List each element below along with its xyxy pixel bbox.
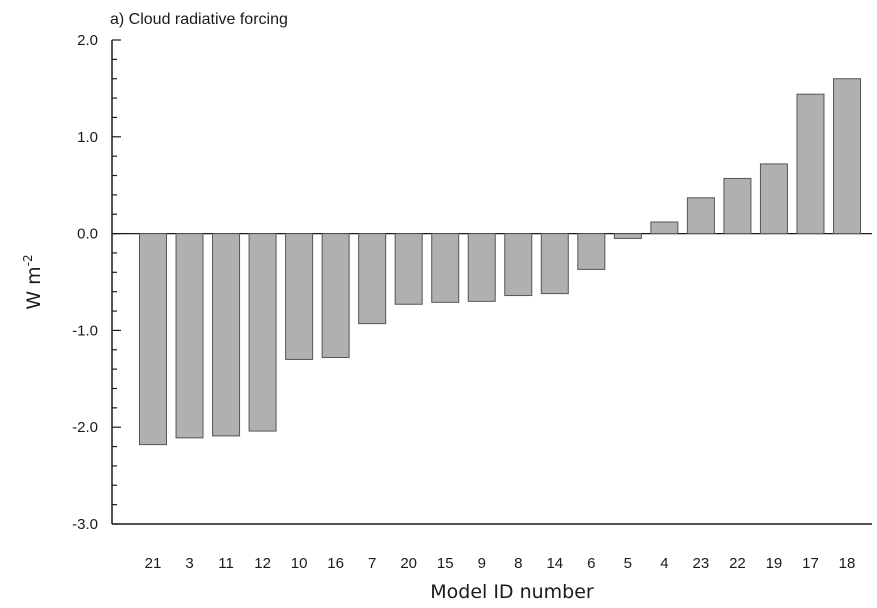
x-tick-label: 14: [546, 555, 563, 572]
bars: [139, 78, 861, 446]
x-tick-label: 10: [291, 555, 308, 572]
bar-model-6: [577, 233, 606, 270]
x-tick-label: 8: [514, 555, 522, 572]
bar-model-14: [540, 233, 569, 295]
bar-model-17: [796, 93, 825, 235]
bar-model-22: [723, 177, 752, 235]
y-tick-label: 1.0: [77, 129, 98, 146]
y-tick-label: -2.0: [72, 419, 98, 436]
x-tick-label: 4: [660, 555, 668, 572]
bar-model-11: [212, 233, 241, 437]
chart-title: a) Cloud radiative forcing: [110, 11, 288, 28]
bar-model-21: [139, 233, 167, 446]
x-tick-label: 17: [802, 555, 819, 572]
y-tick-label: -1.0: [72, 322, 98, 339]
bar-model-18: [833, 78, 861, 235]
bar-model-16: [321, 233, 350, 359]
y-ticks: 2.0 1.0 0.0 -1.0 -2.0 -3.0: [72, 32, 121, 533]
x-axis-title: Model ID number: [430, 581, 594, 603]
bar-model-10: [285, 233, 314, 360]
x-tick-label: 12: [254, 555, 271, 572]
x-tick-label: 21: [145, 555, 162, 572]
bar-model-4: [650, 221, 679, 235]
x-tick-label: 6: [587, 555, 595, 572]
x-tick-labels: 21 3 11 12 10 16 7 20 15 9 8 14 6 5 4 23 22 19 17 18: [145, 555, 856, 572]
bar-model-12: [248, 233, 277, 432]
y-axis-title-exponent: -2: [21, 254, 35, 266]
y-tick-label: 2.0: [77, 32, 98, 49]
x-tick-label: 5: [624, 555, 632, 572]
x-tick-label: 23: [693, 555, 710, 572]
bar-model-23: [686, 197, 715, 235]
bar-model-5: [613, 233, 642, 239]
bar-model-8: [504, 233, 533, 297]
y-axis-title: W m-2: [21, 254, 45, 309]
x-tick-label: 19: [766, 555, 783, 572]
bar-model-9: [467, 233, 496, 302]
x-tick-label: 18: [839, 555, 856, 572]
bar-model-15: [431, 233, 460, 303]
x-tick-label: 11: [218, 555, 234, 572]
x-tick-label: 20: [400, 555, 417, 572]
x-tick-label: 3: [185, 555, 193, 572]
y-tick-label: 0.0: [77, 226, 98, 243]
x-tick-label: 9: [478, 555, 486, 572]
x-tick-label: 15: [437, 555, 454, 572]
x-tick-label: 22: [729, 555, 746, 572]
bar-model-19: [759, 163, 788, 235]
bar-model-7: [358, 233, 387, 325]
x-tick-label: 7: [368, 555, 376, 572]
y-axis-title-group: W m-2: [21, 254, 45, 309]
bar-model-3: [175, 233, 204, 439]
y-axis-title-unit: W m: [23, 266, 45, 309]
x-tick-label: 16: [327, 555, 344, 572]
bar-model-20: [394, 233, 423, 305]
y-tick-label: -3.0: [72, 516, 98, 533]
